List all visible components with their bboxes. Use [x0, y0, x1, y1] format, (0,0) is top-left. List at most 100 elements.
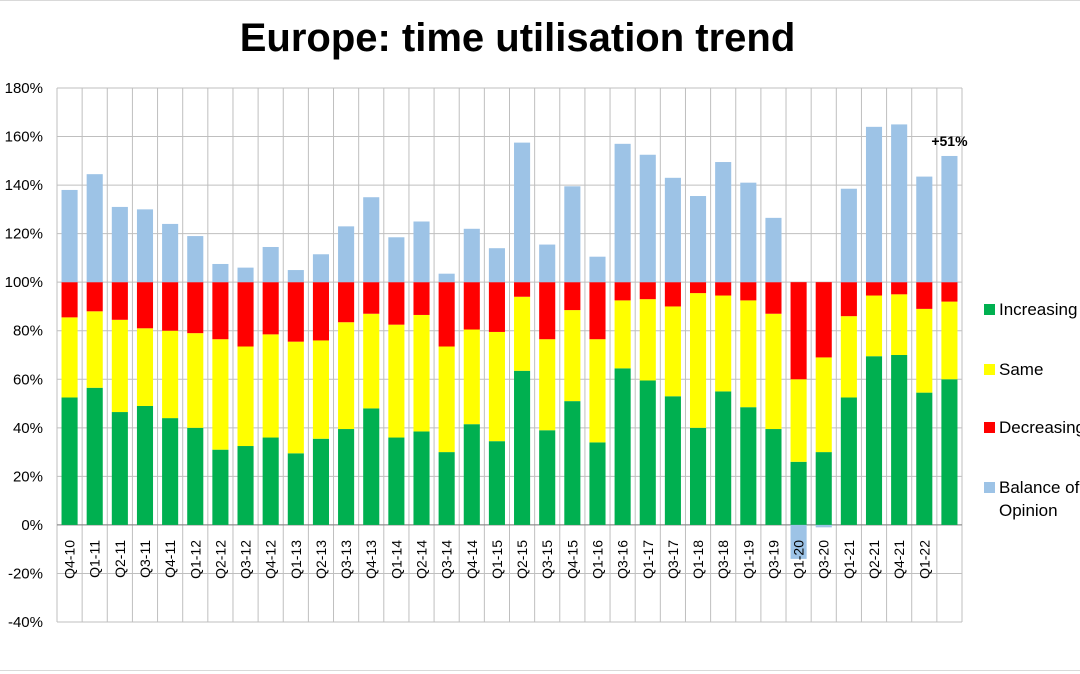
- x-tick-label: Q3-15: [539, 540, 555, 579]
- bar-balance-of-opinion: [162, 223, 179, 283]
- x-tick-label: Q3-12: [238, 540, 254, 579]
- bar-same: [564, 310, 581, 402]
- bar-increasing: [212, 449, 229, 525]
- bar-same: [589, 339, 606, 443]
- bar-decreasing: [287, 282, 304, 342]
- bar-decreasing: [840, 282, 857, 317]
- bar-increasing: [488, 441, 505, 525]
- bar-increasing: [891, 355, 908, 525]
- bar-decreasing: [338, 282, 355, 323]
- bar-increasing: [689, 427, 707, 525]
- y-tick-label: 20%: [13, 468, 43, 485]
- bar-increasing: [614, 368, 631, 525]
- chart-title: Europe: time utilisation trend: [239, 16, 796, 60]
- x-tick-label: Q3-20: [816, 540, 832, 579]
- bar-increasing: [539, 430, 556, 525]
- bar-decreasing: [111, 282, 128, 320]
- x-axis-labels: Q4-10 Q1-11 Q2-11 Q3-11 Q4-11 Q1-12 Q2-12 Q3-12…: [62, 540, 933, 579]
- bars: [61, 124, 958, 559]
- x-tick-label: Q2-11: [112, 540, 128, 578]
- bar-decreasing: [916, 282, 933, 309]
- bar-balance-of-opinion: [488, 248, 505, 283]
- bar-balance-of-opinion: [61, 189, 78, 283]
- bar-balance-of-opinion: [740, 182, 757, 283]
- x-tick-label: Q1-12: [187, 540, 203, 579]
- bar-same: [136, 328, 154, 406]
- y-tick-label: -40%: [8, 614, 43, 631]
- bar-balance-of-opinion: [689, 196, 707, 283]
- bar-balance-of-opinion: [514, 142, 531, 283]
- bar-increasing: [61, 397, 78, 525]
- x-tick-label: Q1-15: [489, 540, 505, 579]
- bar-balance-of-opinion: [564, 186, 581, 283]
- legend: Increasing Same Decreasing Balance of Opinio…: [984, 300, 1080, 520]
- x-tick-label: Q3-11: [137, 540, 153, 578]
- bar-decreasing: [941, 282, 958, 302]
- x-tick-label: Q4-21: [891, 540, 907, 579]
- bar-same: [61, 317, 78, 398]
- bar-decreasing: [815, 282, 832, 358]
- bar-balance-of-opinion: [438, 273, 455, 283]
- bar-balance-of-opinion: [865, 126, 883, 283]
- bar-balance-of-opinion: [539, 244, 556, 283]
- bar-balance-of-opinion: [715, 162, 732, 283]
- bar-decreasing: [614, 282, 631, 301]
- bar-decreasing: [438, 282, 455, 347]
- bar-decreasing: [664, 282, 681, 307]
- bar-increasing: [840, 397, 857, 525]
- bar-same: [237, 346, 254, 447]
- bar-increasing: [639, 380, 656, 525]
- bar-balance-of-opinion: [111, 206, 128, 283]
- x-tick-label: Q2-15: [514, 540, 530, 579]
- bar-balance-of-opinion: [639, 154, 656, 283]
- bar-balance-of-opinion: [614, 143, 631, 283]
- bar-same: [162, 330, 179, 419]
- x-tick-label: Q3-19: [765, 540, 781, 579]
- x-tick-label: Q3-18: [715, 540, 731, 579]
- legend-label: Same: [999, 360, 1043, 379]
- bar-same: [212, 339, 229, 450]
- y-tick-label: 140%: [5, 177, 43, 194]
- y-tick-label: 0%: [21, 517, 43, 534]
- bar-balance-of-opinion: [840, 188, 857, 283]
- bar-same: [891, 294, 908, 355]
- x-tick-label: Q4-13: [363, 540, 379, 579]
- x-tick-label: Q4-11: [162, 540, 178, 578]
- bar-decreasing: [262, 282, 279, 335]
- bar-decreasing: [589, 282, 606, 340]
- x-tick-label: Q1-14: [388, 540, 404, 579]
- bar-same: [715, 295, 732, 392]
- bar-decreasing: [564, 282, 581, 311]
- bar-same: [514, 296, 531, 371]
- bar-increasing: [715, 391, 732, 525]
- x-tick-label: Q1-17: [640, 540, 656, 579]
- bar-decreasing: [740, 282, 757, 301]
- bar-balance-of-opinion: [86, 174, 103, 283]
- bar-decreasing: [891, 282, 908, 295]
- bar-decreasing: [463, 282, 480, 330]
- bar-increasing: [187, 427, 204, 525]
- bar-balance-of-opinion: [891, 124, 908, 283]
- bar-same: [488, 331, 505, 442]
- bar-balance-of-opinion: [312, 254, 330, 283]
- y-tick-label: 180%: [5, 80, 43, 97]
- bar-increasing: [312, 438, 330, 525]
- bar-balance-of-opinion: [463, 228, 480, 283]
- y-tick-label: -20%: [8, 565, 43, 582]
- bar-balance-of-opinion: [815, 524, 832, 528]
- bottom-divider: [0, 670, 1080, 671]
- bar-same: [664, 306, 681, 397]
- bar-decreasing: [162, 282, 179, 331]
- x-tick-label: Q3-16: [615, 540, 631, 579]
- bar-increasing: [740, 407, 757, 525]
- x-tick-label: Q1-13: [288, 540, 304, 579]
- bar-increasing: [941, 379, 958, 525]
- bar-balance-of-opinion: [363, 197, 380, 283]
- bar-increasing: [162, 418, 179, 525]
- top-divider: [0, 0, 1080, 1]
- bar-balance-of-opinion: [941, 155, 958, 283]
- bar-same: [639, 299, 656, 381]
- bar-increasing: [589, 442, 606, 525]
- bar-decreasing: [514, 282, 531, 297]
- bar-same: [388, 324, 405, 438]
